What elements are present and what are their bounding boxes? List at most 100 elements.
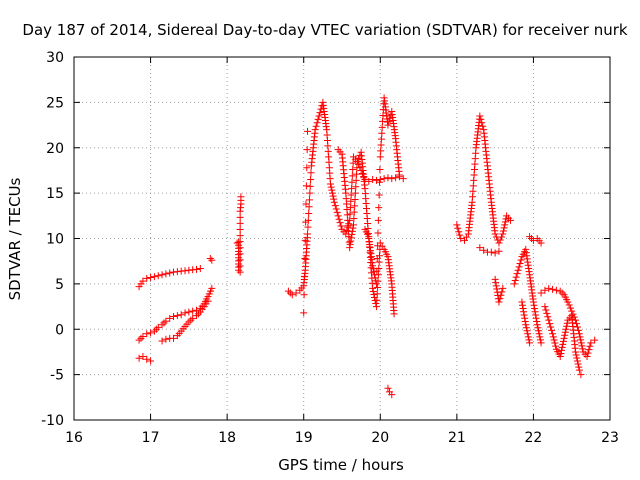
- data-point: [500, 224, 508, 232]
- data-point: [549, 333, 557, 341]
- data-point: [524, 330, 532, 338]
- data-point: [158, 337, 166, 345]
- axis-ticks: 16 17 18 19 20 21 22 23 -10 -5 0 5 10 15 20 25 30: [41, 50, 619, 446]
- data-point: [185, 308, 193, 316]
- data-point: [388, 175, 396, 183]
- data-point: [347, 191, 355, 199]
- data-point: [579, 345, 587, 353]
- data-point: [577, 371, 585, 379]
- data-point: [533, 321, 541, 329]
- data-point: [162, 270, 170, 278]
- data-point: [535, 327, 543, 335]
- data-point: [492, 279, 500, 287]
- data-point: [375, 191, 383, 199]
- data-point: [516, 259, 524, 267]
- data-point: [346, 240, 354, 248]
- data-point: [541, 303, 549, 311]
- data-point: [496, 295, 504, 303]
- data-point: [531, 305, 539, 313]
- data-point: [189, 307, 197, 315]
- data-point: [537, 239, 545, 247]
- data-point: [300, 291, 308, 299]
- data-point: [302, 200, 310, 208]
- data-point: [349, 159, 357, 167]
- data-point: [379, 117, 387, 125]
- data-point: [495, 239, 503, 247]
- data-point: [491, 249, 499, 257]
- data-point: [583, 352, 591, 360]
- data-point: [376, 178, 384, 186]
- data-point: [158, 271, 166, 279]
- data-point: [498, 233, 506, 241]
- data-point: [480, 246, 488, 254]
- data-point: [236, 256, 244, 264]
- data-point: [390, 310, 398, 318]
- data-point: [347, 234, 355, 242]
- data-point: [208, 284, 216, 292]
- data-point: [524, 333, 532, 341]
- data-points: [135, 94, 599, 399]
- y-tick-label: 20: [46, 141, 64, 157]
- data-point: [385, 118, 393, 126]
- series-track-k: [384, 384, 396, 399]
- data-point: [549, 330, 557, 338]
- series-track-h: [300, 127, 312, 317]
- data-point: [591, 336, 599, 344]
- data-point: [235, 266, 243, 274]
- data-point: [537, 289, 545, 297]
- data-point: [557, 349, 565, 357]
- x-tick-label: 18: [218, 430, 236, 446]
- data-point: [300, 309, 308, 317]
- data-point: [575, 366, 583, 374]
- data-point: [518, 298, 526, 306]
- series-track-b: [135, 284, 216, 344]
- data-point: [526, 339, 534, 347]
- data-point: [454, 224, 462, 232]
- data-point: [316, 109, 324, 117]
- data-point: [162, 317, 170, 325]
- series-track-a: [135, 264, 204, 291]
- data-point: [584, 349, 592, 357]
- data-point: [455, 228, 463, 236]
- data-point: [520, 308, 528, 316]
- data-point: [561, 331, 569, 339]
- data-point: [526, 233, 534, 241]
- data-point: [399, 175, 407, 183]
- data-point: [152, 325, 160, 333]
- data-point: [378, 123, 386, 131]
- data-point: [305, 210, 313, 218]
- data-point: [521, 317, 529, 325]
- data-point: [498, 288, 506, 296]
- data-point: [328, 186, 336, 194]
- data-point: [572, 351, 580, 359]
- data-point: [349, 166, 357, 174]
- data-point: [577, 336, 585, 344]
- data-point: [350, 215, 358, 223]
- data-point: [531, 308, 539, 316]
- data-point: [353, 157, 361, 165]
- data-point: [491, 230, 499, 238]
- data-point: [576, 333, 584, 341]
- data-point: [578, 342, 586, 350]
- data-point: [304, 127, 312, 135]
- series-track-e: [206, 254, 216, 264]
- data-point: [187, 316, 195, 324]
- series-track-q: [537, 284, 599, 360]
- data-point: [547, 323, 555, 331]
- data-point: [351, 195, 359, 203]
- data-point: [565, 301, 573, 309]
- data-point: [533, 317, 541, 325]
- grid-lines: [74, 57, 610, 420]
- data-point: [530, 301, 538, 309]
- data-point: [196, 264, 204, 272]
- data-point: [307, 176, 315, 184]
- data-point: [303, 146, 311, 154]
- series-track-c: [158, 297, 212, 345]
- data-point: [374, 216, 382, 224]
- data-point: [351, 202, 359, 210]
- data-point: [519, 305, 527, 313]
- data-point: [143, 355, 151, 363]
- data-point: [352, 183, 360, 191]
- y-tick-label: 0: [55, 322, 64, 338]
